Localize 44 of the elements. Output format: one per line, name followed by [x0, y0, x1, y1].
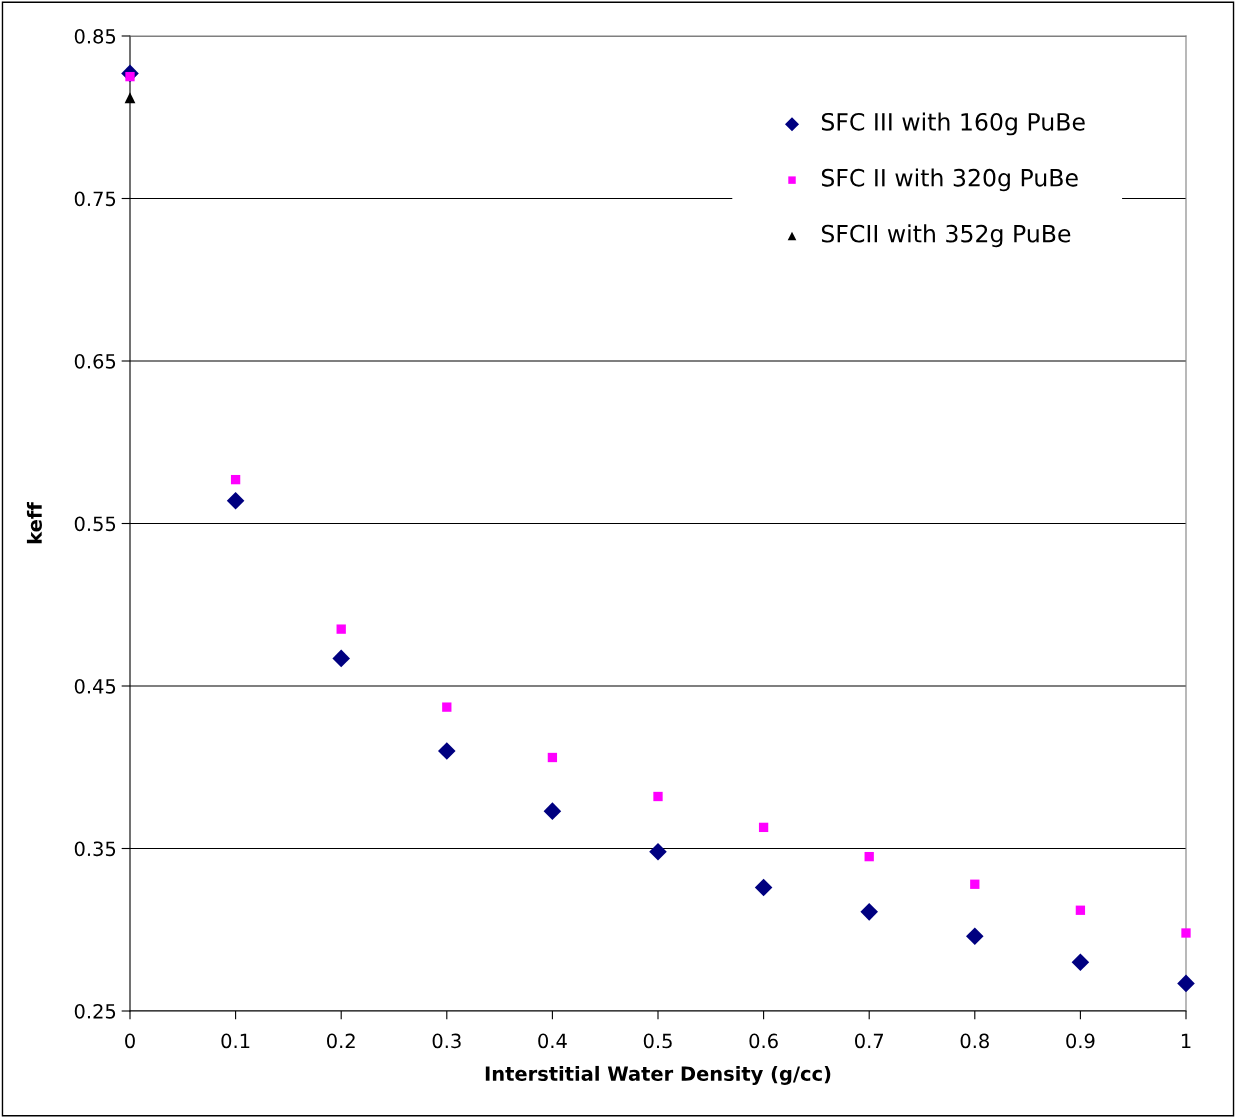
x-tick-label: 0.5: [643, 1033, 672, 1049]
x-tick-label: 0: [125, 1033, 135, 1049]
y-tick-label: 0.55: [74, 516, 116, 532]
x-tick-label: 0.2: [327, 1033, 355, 1049]
point: [124, 92, 136, 104]
point: [1177, 974, 1195, 993]
x-tick-label: 0.9: [1066, 1033, 1095, 1049]
point: [758, 822, 769, 833]
y-tick-label: 0.85: [74, 28, 116, 44]
point: [332, 649, 350, 668]
y-tick-label: 0.65: [74, 353, 116, 369]
point: [1075, 905, 1086, 915]
point: [438, 742, 456, 760]
point: [864, 851, 874, 862]
point: [966, 927, 984, 946]
y-tick-label: 0.75: [74, 191, 116, 207]
point: [226, 491, 245, 510]
x-axis-title: Interstitial Water Density (g/cc): [485, 1065, 831, 1085]
x-tick-label: 0.8: [960, 1033, 989, 1049]
point: [860, 903, 878, 921]
point: [543, 802, 562, 820]
point: [442, 702, 452, 712]
y-tick-label: 0.35: [74, 841, 116, 857]
point: [754, 878, 773, 897]
x-tick-label: 0.1: [221, 1033, 250, 1049]
legend-label: SFC III with 160g PuBe: [821, 112, 1085, 136]
x-tick-label: 0.3: [432, 1033, 461, 1049]
point: [649, 842, 667, 861]
y-axis-title: keff: [26, 502, 42, 544]
x-tick-label: 0.6: [749, 1033, 778, 1049]
point: [1071, 953, 1090, 972]
point: [547, 752, 558, 763]
point: [653, 791, 663, 802]
legend-label: SFCII with 352g PuBe: [821, 224, 1071, 248]
legend-label: SFC II with 320g PuBe: [821, 168, 1078, 192]
x-tick-label: 0.7: [855, 1033, 883, 1049]
point: [1181, 928, 1191, 938]
point: [336, 624, 346, 634]
point: [970, 879, 980, 889]
x-tick-label: 0.4: [538, 1033, 567, 1049]
point: [230, 474, 241, 485]
y-tick-label: 0.45: [74, 678, 116, 694]
y-tick-label: 0.25: [74, 1003, 116, 1019]
x-tick-label: 1: [1181, 1033, 1191, 1048]
